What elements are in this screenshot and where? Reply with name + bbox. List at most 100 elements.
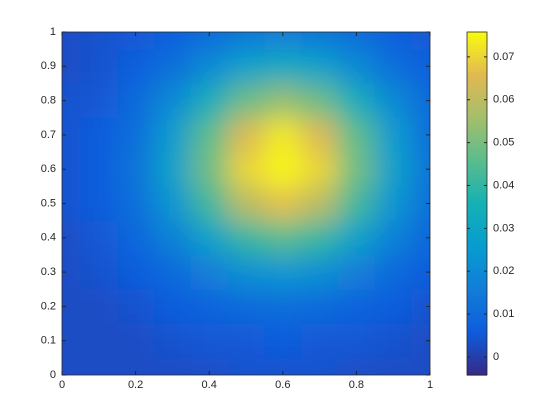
- colorbar-swatch: [467, 254, 487, 259]
- colorbar-swatch: [467, 249, 487, 253]
- heat-cell: [154, 83, 192, 119]
- heat-cell: [80, 289, 118, 325]
- heat-cell: [264, 357, 302, 375]
- colorbar-swatch: [467, 209, 487, 213]
- colorbar-swatch: [467, 172, 487, 176]
- colorbar-tick-label: 0.02: [493, 265, 514, 277]
- heat-cell: [411, 357, 430, 375]
- colorbar-swatch: [467, 137, 487, 142]
- colorbar-swatch: [467, 183, 487, 187]
- colorbar-swatch: [467, 306, 487, 310]
- colorbar-swatch: [467, 69, 487, 73]
- heat-cell: [338, 117, 376, 153]
- colorbar-swatch: [467, 114, 487, 119]
- heat-cell: [62, 289, 81, 325]
- heat-cell: [411, 32, 430, 50]
- heat-cell: [227, 32, 265, 50]
- y-tick-label: 0.5: [41, 197, 56, 209]
- y-tick-label: 0: [50, 369, 56, 381]
- colorbar-swatch: [467, 237, 487, 242]
- heat-cell: [411, 254, 430, 290]
- y-tick-label: 1: [50, 26, 56, 38]
- colorbar-swatch: [467, 357, 487, 362]
- colorbar-swatch: [467, 232, 487, 236]
- colorbar-swatch: [467, 163, 487, 167]
- colorbar-swatch: [467, 177, 487, 182]
- colorbar-swatch: [467, 340, 487, 345]
- colorbar-swatch: [467, 72, 487, 76]
- heat-cell: [301, 357, 339, 375]
- heat-cell: [411, 220, 430, 256]
- colorbar-swatch: [467, 252, 487, 256]
- colorbar-tick-label: 0: [493, 351, 499, 363]
- colorbar-swatch: [467, 149, 487, 153]
- colorbar-swatch: [467, 192, 487, 196]
- heat-cell: [117, 32, 155, 50]
- heat-cell: [190, 186, 229, 222]
- colorbar-swatch: [467, 206, 487, 210]
- heatmap: [62, 32, 430, 375]
- colorbar-swatch: [467, 214, 487, 219]
- colorbar-swatch: [467, 277, 487, 282]
- heat-cell: [62, 254, 81, 290]
- colorbar-swatch: [467, 166, 487, 170]
- heat-cell: [62, 117, 81, 153]
- colorbar-swatch: [467, 326, 487, 330]
- colorbar-swatch: [467, 109, 487, 113]
- heat-cell: [62, 220, 81, 256]
- heat-cell: [374, 83, 413, 119]
- colorbar-swatch: [467, 337, 487, 342]
- heat-cell: [411, 117, 430, 153]
- heat-cell: [117, 357, 155, 375]
- heat-cell: [264, 289, 302, 325]
- heat-cell: [117, 83, 155, 119]
- heat-cell: [227, 117, 265, 153]
- heat-cell: [62, 32, 81, 50]
- heat-cell: [62, 152, 81, 187]
- heat-cell: [190, 254, 229, 290]
- colorbar-swatch: [467, 154, 487, 159]
- heat-cell: [154, 220, 192, 256]
- heat-cell: [80, 49, 118, 84]
- colorbar-swatch: [467, 229, 487, 233]
- colorbar-swatch: [467, 234, 487, 239]
- colorbar-swatch: [467, 60, 487, 65]
- heat-cell: [264, 152, 302, 187]
- heat-cell: [301, 220, 339, 256]
- heat-cell: [190, 289, 229, 325]
- colorbar-tick-label: 0.03: [493, 222, 514, 234]
- colorbar-swatch: [467, 286, 487, 290]
- heat-cell: [117, 152, 155, 187]
- heat-cell: [264, 83, 302, 119]
- colorbar-swatch: [467, 120, 487, 125]
- heat-cell: [338, 186, 376, 222]
- colorbar-swatch: [467, 217, 487, 222]
- colorbar-swatch: [467, 269, 487, 273]
- colorbar-swatch: [467, 134, 487, 139]
- colorbar-swatch: [467, 263, 487, 267]
- heat-cell: [301, 186, 339, 222]
- heat-cell: [227, 323, 265, 359]
- x-tick-label: 0.4: [202, 379, 217, 391]
- heat-cell: [190, 323, 229, 359]
- heat-cell: [411, 152, 430, 187]
- y-tick-label: 0.2: [41, 300, 56, 312]
- colorbar: 0 0.01 0.02 0.03 0.04 0.05 0.06 0.07: [466, 31, 514, 376]
- colorbar-swatch: [467, 272, 487, 276]
- y-tick-label: 0.7: [41, 129, 56, 141]
- heat-cell: [338, 323, 376, 359]
- colorbar-swatch: [467, 317, 487, 322]
- heat-cell: [301, 289, 339, 325]
- colorbar-swatch: [467, 37, 487, 42]
- colorbar-swatch: [467, 283, 487, 287]
- colorbar-swatch: [467, 92, 487, 96]
- heat-cell: [301, 32, 339, 50]
- colorbar-swatch: [467, 186, 487, 190]
- colorbar-swatch: [467, 174, 487, 179]
- colorbar-swatch: [467, 294, 487, 299]
- colorbar-swatch: [467, 312, 487, 316]
- heat-cell: [264, 323, 302, 359]
- heat-cell: [411, 83, 430, 119]
- colorbar-swatch: [467, 363, 487, 368]
